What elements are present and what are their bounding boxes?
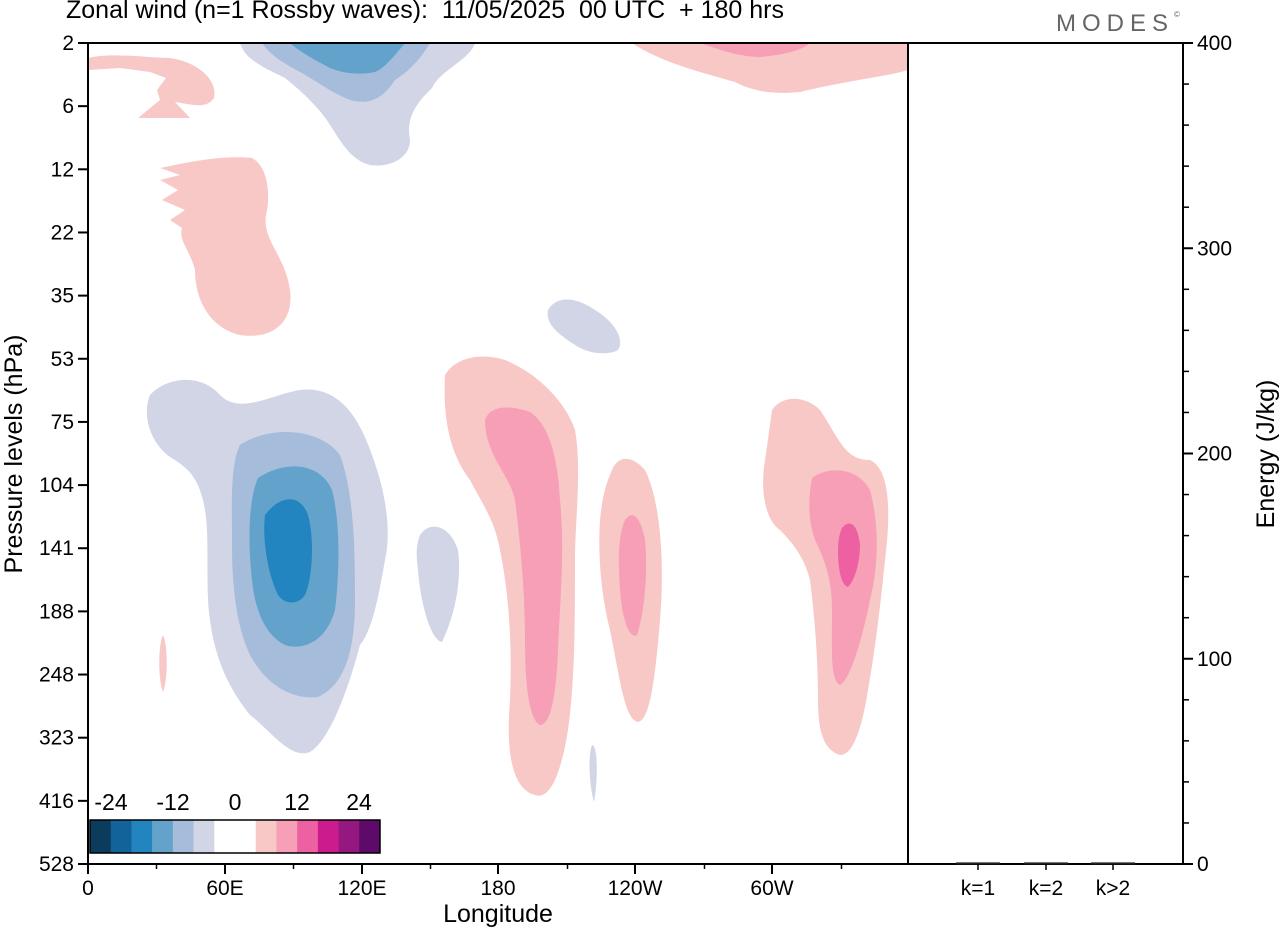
x-axis-label: Longitude (443, 900, 553, 928)
energy-bar (1024, 862, 1068, 865)
y-tick-label: 416 (39, 790, 74, 813)
logo-text: MODES (1056, 10, 1175, 37)
colorbar-label: 12 (284, 789, 310, 815)
colorbar-swatch (172, 820, 194, 853)
y-tick-label: 22 (51, 221, 74, 244)
pos-180-l2 (485, 407, 563, 725)
y-tick-label: 323 (39, 727, 74, 750)
x-tick-label: 120E (337, 877, 386, 900)
colorbar-swatch (338, 820, 360, 853)
neg-main-l4 (264, 499, 312, 603)
neg-top-l1 (240, 43, 475, 166)
colorbar-swatch (214, 820, 236, 853)
colorbar-frame (89, 819, 381, 854)
x-tick-label: 60E (206, 877, 243, 900)
contour-field (88, 43, 908, 802)
pos-blob-top-left (88, 55, 215, 118)
neg-blob-near-150e (416, 526, 460, 642)
energy-tick-label: 200 (1197, 443, 1232, 466)
colorbar-label: 24 (346, 789, 372, 815)
pos-blob-upper-left (160, 157, 291, 336)
y-tick-label: 141 (39, 537, 74, 560)
pos-top-right-l1 (632, 43, 908, 93)
colorbar-swatch (131, 820, 153, 853)
y-tick-label: 35 (51, 285, 74, 308)
colorbar-swatch (152, 820, 174, 853)
pos-top-right-l2 (700, 43, 810, 57)
pos-60w-l3 (838, 523, 860, 587)
colorbar-swatch (90, 820, 112, 853)
colorbar-swatch (110, 820, 132, 853)
neg-sliver-lower-mid (589, 745, 597, 802)
colorbar-swatch (255, 820, 277, 853)
bar-category-label: k=2 (1029, 877, 1063, 900)
colorbar-swatch (317, 820, 339, 853)
chart-title: Zonal wind (n=1 Rossby waves): 11/05/202… (66, 0, 784, 24)
energy-bar (1091, 862, 1135, 865)
energy-bar (956, 862, 1000, 865)
y-tick-label: 6 (62, 95, 74, 118)
bar-category-label: k>2 (1096, 877, 1130, 900)
y-tick-label: 75 (51, 411, 74, 434)
x-tick-label: 180 (480, 877, 515, 900)
neg-blob-upper-mid (547, 299, 621, 354)
colorbar-label: 0 (229, 789, 242, 815)
bar-category-label: k=1 (961, 877, 995, 900)
y-axis-label: Pressure levels (hPa) (0, 335, 28, 574)
energy-tick-label: 400 (1197, 32, 1232, 55)
colorbar-label: -24 (94, 789, 127, 815)
y-tick-label: 528 (39, 853, 74, 876)
colorbar-swatch (359, 820, 381, 853)
energy-tick-label: 100 (1197, 648, 1232, 671)
colorbar-swatch (193, 820, 215, 853)
colorbar-swatch (235, 820, 257, 853)
energy-tick-label: 300 (1197, 237, 1232, 260)
y-tick-label: 104 (39, 474, 74, 497)
energy-axis-label: Energy (J/kg) (1252, 380, 1280, 529)
colorbar-swatch (276, 820, 298, 853)
x-tick-label: 60W (750, 877, 793, 900)
y-tick-label: 248 (39, 664, 74, 687)
modes-logo: MODES© (1056, 10, 1180, 37)
pos-sliver-lower-left (159, 635, 167, 692)
colorbar-swatch (297, 820, 319, 853)
pos-120w-l2 (618, 515, 647, 636)
neg-top-l3 (290, 43, 405, 74)
energy-tick-label: 0 (1197, 853, 1209, 876)
y-tick-label: 188 (39, 600, 74, 623)
y-tick-label: 2 (62, 32, 74, 55)
y-tick-label: 53 (51, 348, 74, 371)
y-tick-label: 12 (51, 158, 74, 181)
x-tick-label: 120W (608, 877, 663, 900)
x-tick-label: 0 (82, 877, 94, 900)
colorbar-label: -12 (156, 789, 189, 815)
